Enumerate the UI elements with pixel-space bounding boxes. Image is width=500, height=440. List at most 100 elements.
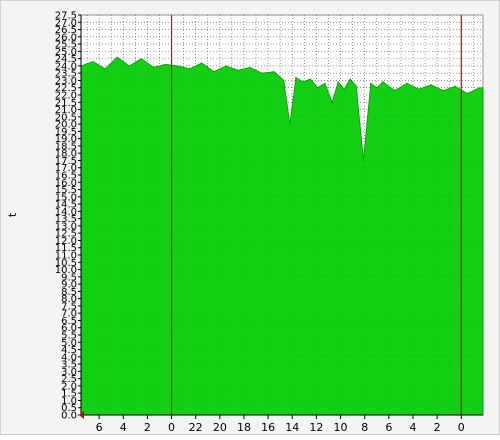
y-tick-label: 13.0 [55,221,77,232]
data-point [237,69,239,71]
y-tick-label: 2.0 [61,381,77,392]
data-point [176,65,179,67]
y-tick-label: 1.0 [61,396,77,407]
data-point [394,90,396,92]
x-tick-label: 18 [237,421,251,434]
x-tick-label: 14 [285,421,299,434]
y-tick-label: 11.5 [55,243,77,254]
data-point [92,60,94,63]
x-tick-label: 2 [144,421,151,434]
data-point [482,87,484,89]
data-point [466,92,468,95]
data-point [164,63,167,66]
y-tick-label: 12.5 [55,229,77,240]
x-tick-label: 4 [409,421,416,434]
data-point [302,81,304,83]
y-tick-label: 9.0 [61,280,77,291]
y-tick-label: 8.0 [61,294,77,305]
y-tick-label: 4.0 [61,352,77,363]
y-tick-label: 27.0 [55,18,77,29]
y-tick-label: 4.5 [61,345,77,356]
data-point [317,87,319,89]
y-tick-label: 17.5 [55,156,77,167]
y-tick-label: 24.0 [55,61,77,72]
data-point [362,159,365,162]
y-tick-label: 22.0 [55,91,77,102]
data-point [355,85,357,87]
y-tick-label: 10.5 [55,258,77,269]
x-tick-label: 4 [120,421,127,434]
x-tick-label: 16 [261,421,275,434]
x-tick-label: 22 [189,421,203,434]
y-tick-label: 18.0 [55,149,77,160]
y-tick-label: 26.0 [55,32,77,43]
y-tick-label: 17.0 [55,163,77,174]
data-point [349,78,351,80]
y-tick-label: 23.0 [55,76,77,87]
x-tick-label: 12 [309,421,323,434]
data-point [343,88,345,90]
data-point [382,81,384,83]
series-area-0 [80,56,484,416]
data-point [283,79,285,82]
data-point [309,78,311,80]
y-tick-label: 8.5 [61,287,77,298]
y-tick-label: 15.5 [55,185,77,196]
y-tick-label: 22.5 [55,83,77,94]
y-tick-label: 1.5 [61,389,77,400]
data-point [261,72,263,74]
y-tick-label: 0.0 [61,411,77,422]
y-tick-label: 9.5 [61,272,77,283]
area-layer [80,56,484,416]
y-tick-label: 12.0 [55,236,77,247]
y-tick-label: 15.0 [55,192,77,203]
data-point [331,101,333,103]
x-tick-label: 8 [361,421,368,434]
data-point [442,90,444,92]
data-point [370,82,372,84]
midnight-markers [170,15,462,415]
data-point [324,82,326,84]
y-tick-label: 26.5 [55,25,77,36]
y-tick-label: 7.5 [61,301,77,312]
data-point [376,87,378,89]
data-point [418,88,420,90]
y-tick-label: 23.5 [55,69,77,80]
x-tick-label: 0 [168,421,175,434]
data-point [273,71,275,73]
data-point [249,66,251,68]
data-point [128,65,130,67]
x-tick-label: 10 [334,421,348,434]
y-tick-label: 20.5 [55,112,77,123]
y-tick-label: 19.5 [55,127,77,138]
y-tick-label: 16.5 [55,171,77,182]
x-tick-label: 2 [434,421,441,434]
y-tick-label: 3.5 [61,360,77,371]
y-tick-label: 0.5 [61,403,77,414]
data-point [430,84,432,86]
data-point [337,81,339,83]
y-tick-label: 20.0 [55,120,77,131]
y-tick-label: 13.5 [55,214,77,225]
y-tick-label: 18.5 [55,141,77,152]
x-tick-label: 6 [385,421,392,434]
y-tick-label: 6.0 [61,323,77,334]
y-tick-label: 11.0 [55,251,77,262]
data-point [152,66,155,68]
data-point [478,87,480,89]
data-point [140,58,142,60]
y-tick-label: 25.0 [55,47,77,58]
x-axis-ticks: 6 4 2 0 22 20 18 16 14 12 10 8 6 4 2 0 [96,415,465,434]
y-tick-label: 5.5 [61,331,77,342]
data-point [289,123,291,125]
data-point [213,71,215,73]
y-tick-label: 6.5 [61,316,77,327]
y-tick-label: 25.5 [55,40,77,51]
data-point [189,68,191,70]
y-tick-label: 21.0 [55,105,77,116]
data-point [225,65,227,67]
x-tick-label: 20 [213,421,227,434]
y-axis-label: t [6,212,19,217]
y-tick-label: 7.0 [61,309,77,320]
data-point [406,82,408,84]
